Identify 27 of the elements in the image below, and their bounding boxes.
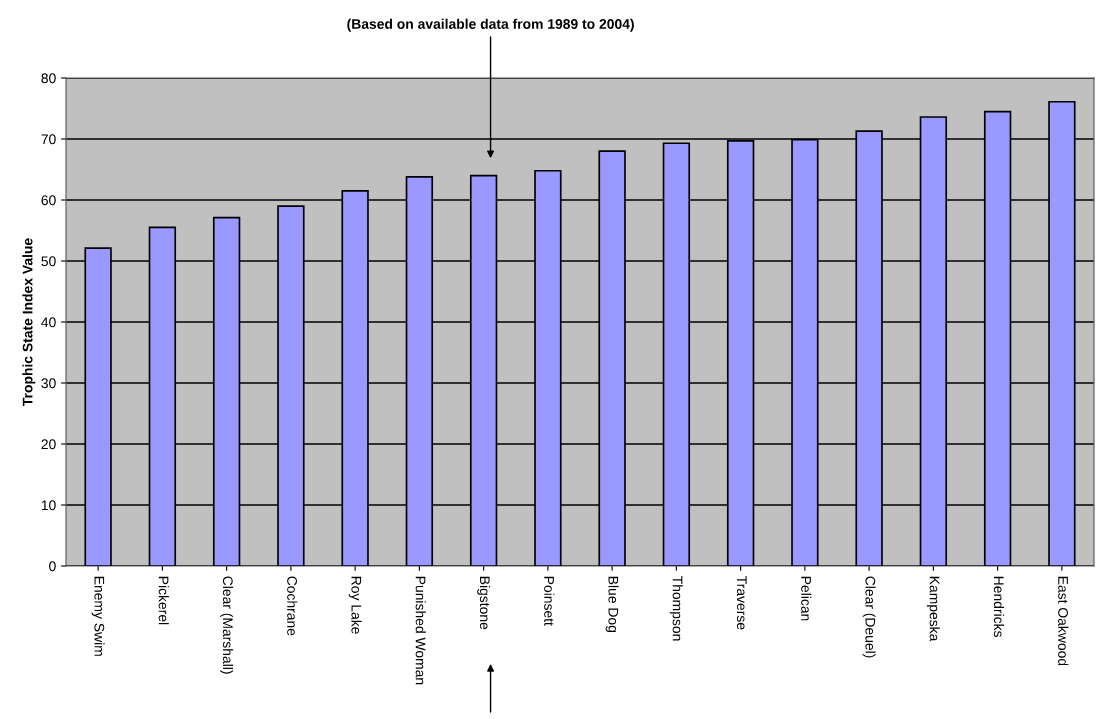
y-tick-label: 20	[41, 439, 56, 450]
y-tick-label: 50	[41, 256, 56, 267]
text: (Based on available data from 1989 to 2004)	[347, 18, 634, 32]
x-tick-label: Punished Woman	[415, 576, 426, 685]
x-tick-label: Cochrane	[287, 576, 298, 636]
y-axis-title: Trophic State Index Value	[22, 238, 36, 406]
y-tick-label: 10	[41, 500, 56, 511]
y-tick-label: 70	[41, 134, 56, 145]
x-tick-label: Bigstone	[477, 576, 491, 630]
y-tick-label: 40	[41, 317, 56, 328]
y-tick-label: 60	[41, 195, 56, 206]
y-tick-label: 0	[49, 561, 56, 572]
y-tick-label: 80	[41, 73, 56, 84]
y-tick-label: 30	[41, 378, 56, 389]
x-tick-label: Hendricks	[993, 576, 1005, 637]
x-tick-label: Poinsett	[544, 576, 555, 626]
x-tick-label: Traverse	[736, 576, 747, 630]
x-tick-label: Thompson	[669, 576, 683, 641]
x-tick-label: Clear (Deuel)	[862, 576, 876, 658]
x-tick-label: Pelican	[801, 576, 812, 621]
x-tick-label: Clear (Marshall)	[220, 576, 234, 674]
x-tick-label: Enemy Swim	[91, 576, 105, 656]
x-tick-label: Blue Dog	[605, 576, 619, 632]
x-tick-label: Kampeska	[926, 576, 940, 642]
x-tick-label: Pickerel	[158, 576, 169, 625]
x-tick-label: East Oakwood	[1058, 576, 1069, 666]
x-tick-label: Roy Lake	[348, 576, 362, 634]
